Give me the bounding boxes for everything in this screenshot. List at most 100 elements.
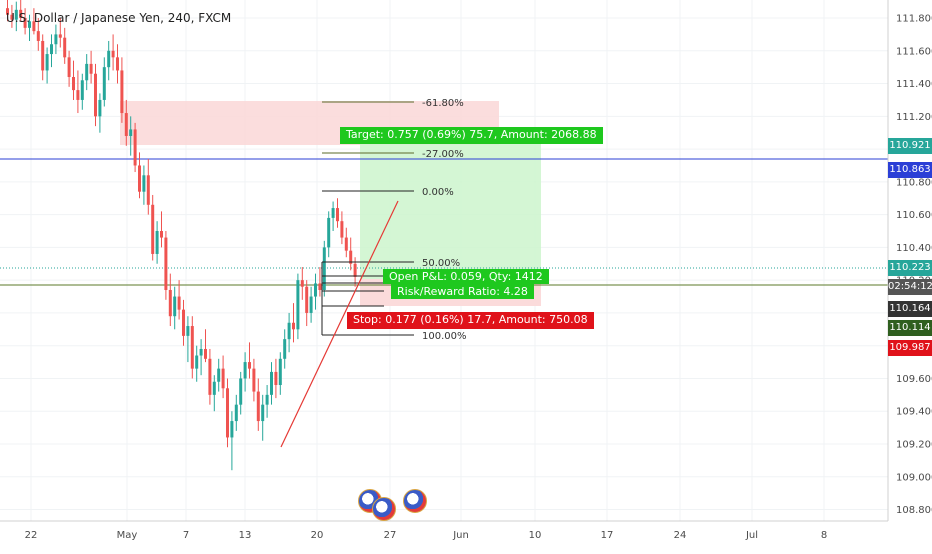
candle-body[interactable] [296,280,300,330]
candle-body[interactable] [344,237,348,251]
candle-body[interactable] [116,57,119,71]
candle-body[interactable] [45,54,49,71]
candle-body[interactable] [318,283,322,290]
candle-body[interactable] [19,9,23,19]
candle-body[interactable] [124,113,128,136]
candle-body[interactable] [10,14,14,20]
candle-body[interactable] [349,250,353,264]
candle-body[interactable] [89,63,93,74]
candle-body[interactable] [239,378,243,405]
candle-body[interactable] [41,40,45,71]
target-label[interactable]: Target: 0.757 (0.69%) 75.7, Amount: 2068… [340,127,603,144]
candle-body[interactable] [58,34,62,38]
stop-label[interactable]: Stop: 0.177 (0.16%) 17.7, Amount: 750.08 [347,312,594,329]
fib-retracement[interactable]: -61.80% -27.00% 0.00% 50.00% 100.00% [321,98,467,342]
x-tick-label: 22 [25,530,38,541]
candle-body[interactable] [278,358,282,386]
candle-body[interactable] [14,9,18,20]
candle-body[interactable] [6,8,9,15]
candle-body[interactable] [138,165,141,192]
candle-body[interactable] [50,44,53,55]
x-tick-label: 24 [674,530,687,541]
candle-body[interactable] [76,90,80,100]
candle-body[interactable] [67,57,71,78]
candle-body[interactable] [270,371,273,395]
candle-body[interactable] [32,21,36,32]
candle-body[interactable] [243,362,247,379]
candle-body[interactable] [28,21,31,28]
candle-body[interactable] [146,175,150,205]
us-flag-event-icon[interactable] [403,489,427,513]
candle-body[interactable] [80,80,84,100]
y-tick-label: 110.800 [896,177,932,188]
candle-body[interactable] [309,296,313,313]
price-tag-110921: 110.921 [888,138,932,154]
open-pl-label[interactable]: Open P&L: 0.059, Qty: 1412 [383,269,549,284]
candle-body[interactable] [142,175,146,192]
candle-body[interactable] [292,322,295,330]
candle-body[interactable] [120,70,124,114]
candle-body[interactable] [340,221,344,238]
y-tick-label: 109.400 [896,407,932,418]
candle-body[interactable] [336,208,339,222]
candle-body[interactable] [204,348,207,359]
candle-body[interactable] [261,404,265,422]
risk-reward-label[interactable]: Risk/Reward Ratio: 4.28 [391,284,534,299]
candle-body[interactable] [190,326,194,369]
candle-body[interactable] [287,322,291,340]
candle-body[interactable] [72,77,75,91]
candle-body[interactable] [85,63,89,81]
candle-body[interactable] [314,283,317,297]
candle-body[interactable] [322,247,326,290]
candle-body[interactable] [256,391,260,422]
candle-body[interactable] [327,217,331,248]
candle-body[interactable] [274,371,278,386]
y-tick-label: 111.400 [896,79,932,90]
candle-body[interactable] [300,280,304,287]
candle-body[interactable] [248,362,251,369]
candle-body[interactable] [94,73,97,117]
candle-body[interactable] [283,339,287,359]
candle-body[interactable] [195,355,199,369]
candle-body[interactable] [177,296,181,310]
candle-body[interactable] [102,67,106,100]
candle-body[interactable] [98,99,102,117]
candle-body[interactable] [173,296,177,317]
red-trendline[interactable] [280,200,399,448]
candle-body[interactable] [164,237,168,290]
candle-body[interactable] [212,381,216,395]
candle-body[interactable] [54,34,58,45]
candle-body[interactable] [252,368,256,392]
candle-body[interactable] [305,286,309,313]
y-tick-label: 111.800 [896,14,932,25]
candle-body[interactable] [230,421,234,438]
candle-body[interactable] [151,204,155,254]
candle-body[interactable] [129,129,133,136]
candle-body[interactable] [265,394,269,405]
candle-body[interactable] [353,263,357,277]
candle-body[interactable] [217,368,221,382]
candle-body[interactable] [36,31,40,41]
candle-body[interactable] [107,50,111,68]
candle-body[interactable] [63,37,67,58]
target-zone[interactable] [360,143,541,279]
candle-body[interactable] [331,208,335,218]
candle-body[interactable] [168,289,172,317]
candle-body[interactable] [208,358,212,395]
candle-body[interactable] [186,326,190,336]
candle-body[interactable] [160,231,163,238]
candle-body[interactable] [182,309,185,336]
candle-body[interactable] [221,368,225,389]
x-axis[interactable]: 22 May 7 13 20 27 Jun 10 17 24 Jul 8 [25,530,828,541]
candle-body[interactable] [226,388,229,438]
symbol-title[interactable]: U.S. Dollar / Japanese Yen, 240, FXCM [6,11,232,25]
candle-body[interactable] [111,50,115,58]
candle-body[interactable] [155,231,159,254]
candle-body[interactable] [23,18,27,28]
candle-body[interactable] [133,129,137,166]
candle-body[interactable] [234,404,238,422]
candle-body[interactable] [199,348,203,356]
us-flag-event-icon[interactable] [372,497,396,521]
